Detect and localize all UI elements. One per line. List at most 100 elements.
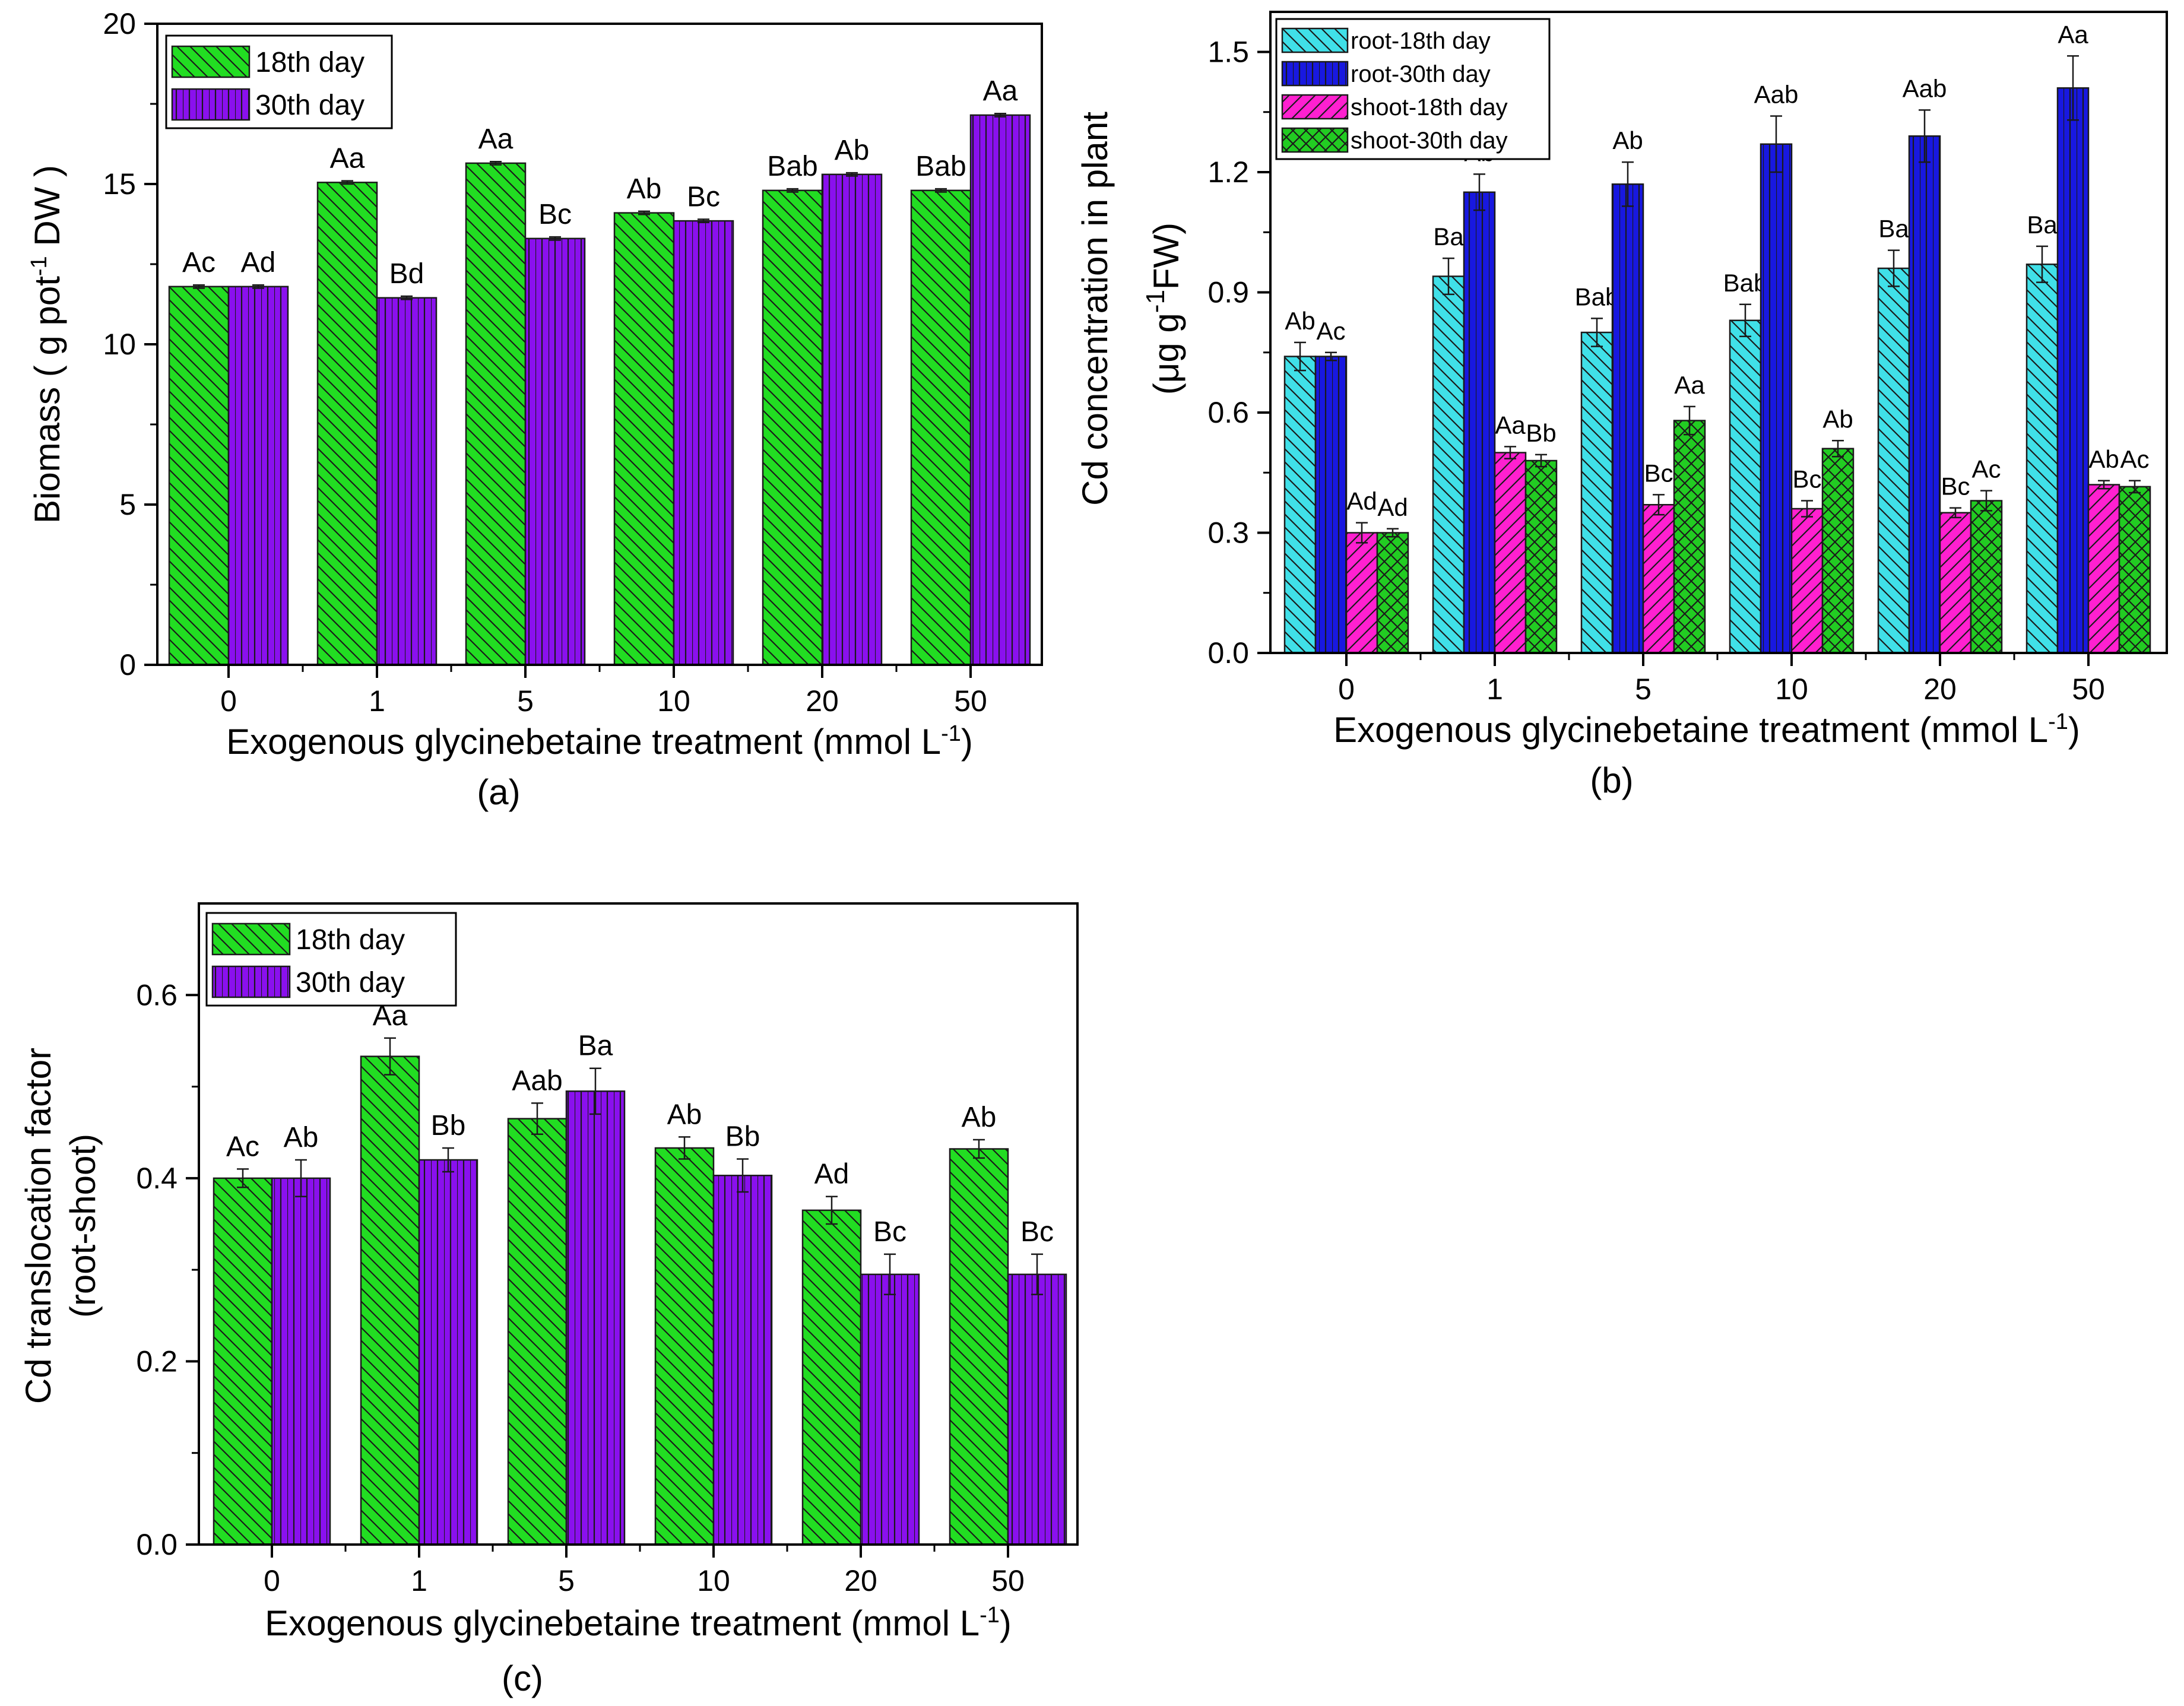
y-tick-label-a-3: 15 [103,167,136,201]
bar-b-s2-c1 [1494,452,1527,654]
error-bar-c-s0-c2 [531,1102,543,1136]
error-bar-b-s3-c0 [1387,528,1399,538]
data-label-b-s1-c5: Aa [2058,20,2088,48]
legend-swatch-a-0 [171,45,251,78]
y-tick-label-b-4: 1.2 [1207,156,1249,189]
bar-b-s1-c2 [1611,183,1644,654]
data-label-a-s0-c0: Ac [182,247,215,278]
y-tick-label-c-0: 0.0 [136,1528,177,1561]
error-bar-b-s3-c1 [1535,454,1547,468]
y-tick-label-a-1: 5 [119,488,136,521]
error-bar-a-s0-c2 [490,160,502,166]
error-bar-b-s2-c2 [1653,494,1665,516]
bar-c-s0-c1 [360,1055,420,1546]
panel-label: (a) [477,772,520,812]
error-bar-b-s3-c3 [1832,440,1844,458]
x-tick-label-b-2: 5 [1635,673,1652,706]
data-label-b-s0-c0: Ab [1285,307,1315,335]
bar-b-s1-c0 [1314,356,1348,654]
error-bar-b-s1-c2 [1622,161,1634,207]
legend-label-b-3: shoot-30th day [1351,128,1508,154]
error-bar-b-s1-c4 [1919,109,1931,163]
data-label-b-s2-c5: Ab [2088,445,2119,473]
y-axis-title-line2: (μg g-1FW) [1141,223,1186,395]
data-label-b-s2-c1: Aa [1495,411,1526,439]
bar-c-s0-c3 [654,1147,715,1546]
y-tick-label-c-1: 0.2 [136,1344,177,1378]
data-label-b-s3-c2: Aa [1674,371,1705,399]
bar-b-s3-c0 [1376,532,1409,654]
data-label-b-s2-c3: Bc [1792,465,1821,493]
x-tick-label-a-0: 0 [220,684,237,718]
data-label-c-s1-c3: Bb [725,1121,760,1152]
panel-label: (b) [1590,760,1633,800]
x-axis-title: Exogenous glycinebetaine treatment (mmol… [1333,709,2080,750]
data-label-b-s0-c5: Ba [2027,211,2058,239]
error-bar-a-s1-c5 [994,112,1006,118]
error-bar-b-s0-c1 [1443,257,1454,296]
data-label-b-s1-c2: Ab [1612,126,1643,154]
error-bar-b-s3-c5 [2129,480,2141,494]
data-label-c-s1-c0: Ab [284,1122,319,1153]
x-tick-label-c-1: 1 [411,1564,427,1597]
error-bar-b-s2-c5 [2098,480,2110,490]
data-label-a-s0-c3: Ab [627,173,662,205]
bar-c-s0-c0 [213,1177,273,1546]
bar-b-s2-c4 [1939,512,1972,654]
bar-a-s0-c1 [316,182,378,666]
error-bar-c-s1-c3 [737,1158,749,1193]
x-tick-label-a-2: 5 [517,684,534,718]
error-bar-c-s0-c5 [973,1139,985,1159]
data-label-c-s1-c4: Bc [873,1216,906,1248]
error-bar-b-s2-c4 [1950,507,1961,519]
legend-label-a-1: 30th day [255,90,364,121]
error-bar-a-s1-c1 [401,295,413,300]
legend-label-b-0: root-18th day [1351,28,1491,54]
legend-swatch-b-1 [1281,61,1349,87]
x-tick-label-c-0: 0 [264,1564,280,1597]
error-bar-b-s1-c5 [2067,55,2079,121]
data-label-a-s0-c5: Bab [915,151,966,182]
data-label-b-s3-c1: Bb [1526,419,1556,447]
legend-swatch-b-0 [1281,27,1349,53]
bar-b-s0-c3 [1729,319,1762,654]
bar-b-s0-c0 [1283,356,1317,654]
data-label-b-s2-c0: Ad [1346,487,1377,515]
bar-b-s3-c5 [2118,486,2151,654]
bar-b-s1-c4 [1908,135,1941,654]
error-bar-b-s0-c4 [1888,249,1900,287]
y-tick-label-b-1: 0.3 [1207,516,1249,550]
bar-c-s1-c2 [565,1090,626,1546]
bar-b-s1-c5 [2056,87,2090,654]
data-label-c-s0-c0: Ac [226,1131,259,1162]
data-label-a-s1-c3: Bc [687,181,720,213]
x-tick-label-c-2: 5 [558,1564,575,1597]
data-label-b-s3-c5: Ac [2120,445,2149,473]
legend-swatch-a-1 [171,88,251,121]
error-bar-a-s0-c5 [935,188,947,193]
data-label-b-s2-c4: Bc [1941,473,1970,500]
x-tick-label-b-5: 50 [2072,673,2105,706]
data-label-b-s1-c4: Aab [1903,74,1947,102]
error-bar-c-s0-c3 [679,1136,690,1160]
error-bar-b-s2-c0 [1356,522,1368,544]
error-bar-c-s1-c2 [589,1067,601,1115]
x-tick-label-c-4: 20 [844,1564,877,1597]
error-bar-b-s0-c3 [1739,303,1751,337]
data-label-c-s0-c2: Aab [512,1065,562,1096]
y-tick-label-a-4: 20 [103,7,136,40]
legend-label-b-2: shoot-18th day [1351,94,1508,121]
bar-b-s1-c3 [1760,143,1793,654]
data-label-a-s0-c2: Aa [478,123,513,155]
error-bar-b-s1-c0 [1325,351,1337,362]
bar-a-s1-c5 [969,114,1031,666]
data-label-b-s1-c0: Ac [1316,317,1345,345]
bar-a-s1-c4 [821,173,883,666]
error-bar-a-s0-c1 [341,180,353,185]
y-tick-label-b-3: 0.9 [1207,276,1249,309]
legend-swatch-b-2 [1281,94,1349,120]
bar-b-s2-c2 [1642,504,1675,654]
error-bar-a-s1-c2 [549,236,561,241]
data-label-b-s3-c4: Ac [1971,455,2001,483]
data-label-c-s1-c5: Bc [1020,1216,1054,1248]
